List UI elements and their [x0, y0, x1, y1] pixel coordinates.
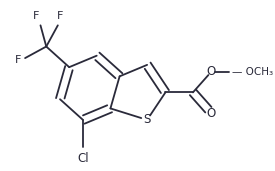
Text: F: F: [33, 11, 39, 21]
Text: F: F: [57, 11, 63, 21]
Text: F: F: [15, 55, 21, 65]
Text: — OCH₃: — OCH₃: [232, 67, 273, 77]
Text: S: S: [144, 113, 151, 126]
Text: O: O: [207, 65, 216, 78]
Text: Cl: Cl: [77, 152, 89, 165]
Text: O: O: [207, 107, 216, 120]
